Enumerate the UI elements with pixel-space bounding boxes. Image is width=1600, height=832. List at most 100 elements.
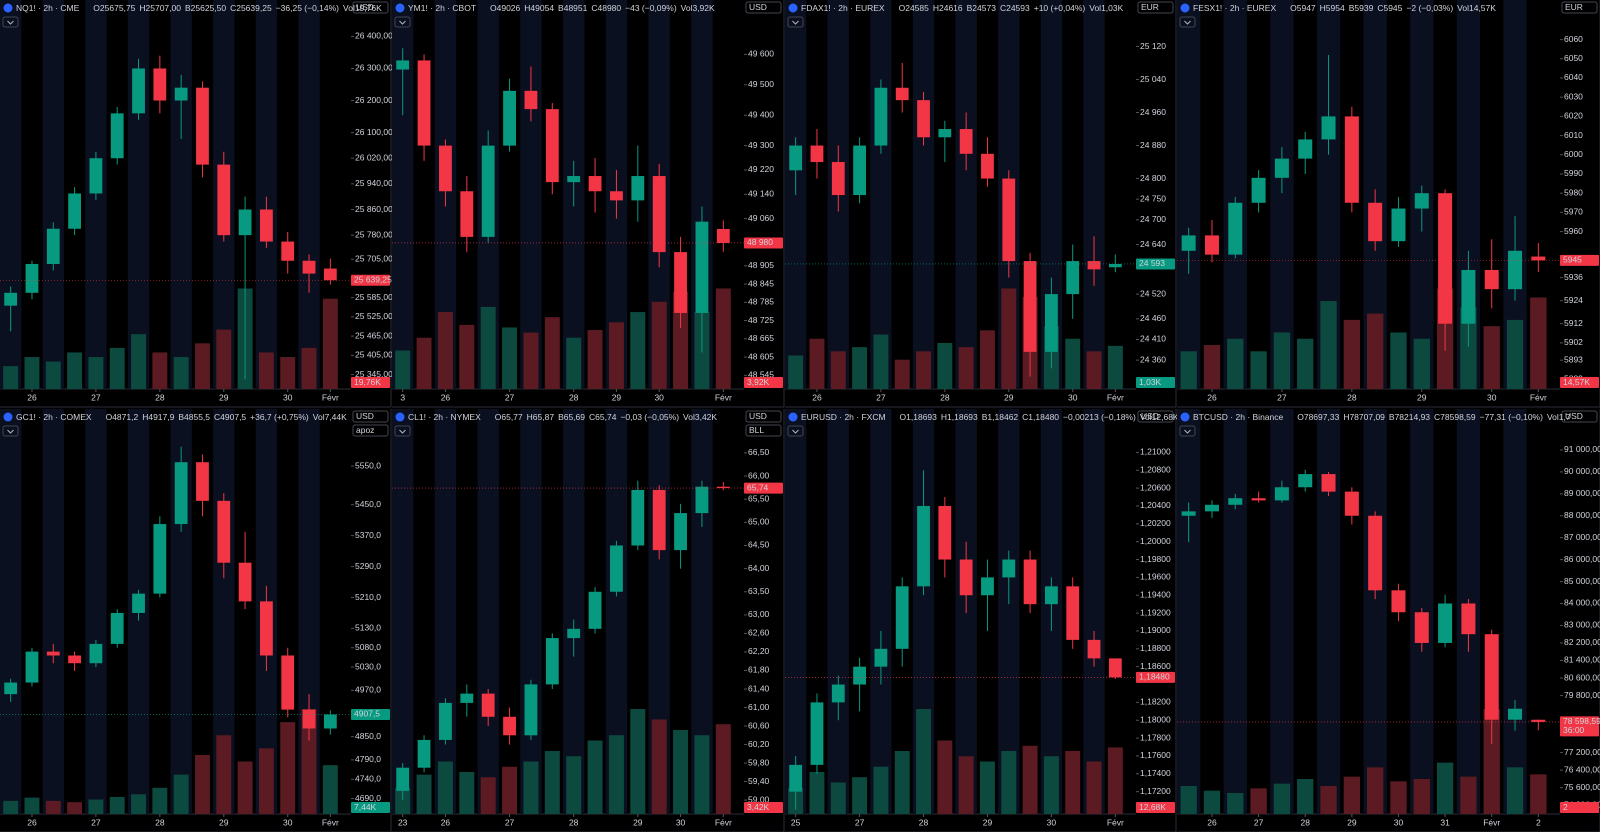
- ohlc-legend-item: B4855,5: [178, 412, 210, 422]
- volume-bar: [459, 772, 475, 814]
- volume-bar: [630, 312, 646, 389]
- y-tick-label: 82 200,00: [1564, 637, 1600, 647]
- last-price-tag: [1560, 254, 1599, 266]
- x-tick-label: 29: [1417, 392, 1427, 402]
- ohlc-legend-item: H24616: [933, 3, 963, 13]
- currency-button[interactable]: [745, 1, 782, 14]
- unit-button[interactable]: [352, 424, 389, 437]
- volume-bar: [958, 756, 974, 814]
- ohlc-legend-item: C25639,25: [230, 3, 272, 13]
- symbol-title: FESX1! · 2h · EUREX: [1193, 3, 1276, 13]
- candle-body: [545, 638, 559, 685]
- session-shade: [785, 409, 807, 814]
- collapse-button[interactable]: [394, 425, 411, 437]
- ohlc-legend-item: B24573: [967, 3, 997, 13]
- chart-panel: 66,50 66,00 65,50 65,00 64,50 64,00 63,50 63,00…: [392, 409, 785, 832]
- volume-bar: [280, 357, 296, 389]
- volume-bar: [715, 288, 731, 389]
- ohlc-legend-item: Vol3,42K: [683, 412, 717, 422]
- y-tick-label: 6060: [1564, 34, 1583, 44]
- symbol-icon: [395, 3, 405, 13]
- candle-body: [831, 162, 845, 196]
- currency-button[interactable]: [745, 410, 782, 423]
- chevron-icon: [792, 429, 799, 434]
- candle-body: [1298, 139, 1313, 159]
- y-tick-label: 1,20400: [1140, 500, 1171, 510]
- y-tick-label: 1,19600: [1140, 572, 1171, 582]
- y-tick-label: 6000: [1564, 149, 1583, 159]
- volume-bar: [301, 347, 317, 389]
- candle-body: [1087, 639, 1101, 659]
- session-shade: [1177, 409, 1201, 814]
- x-tick-label: Févr: [322, 817, 339, 827]
- collapse-button[interactable]: [2, 425, 19, 437]
- chevron-icon: [399, 20, 406, 25]
- volume-bar: [237, 761, 253, 814]
- collapse-button[interactable]: [787, 16, 804, 28]
- volume-bar: [1343, 776, 1361, 814]
- ohlc-legend-item: H5954: [1320, 3, 1345, 13]
- y-tick-label: 66,50: [748, 447, 770, 457]
- currency-label: USD: [749, 411, 767, 421]
- volume-bar: [216, 329, 232, 389]
- y-tick-label: 76 400,00: [1564, 764, 1600, 774]
- currency-button[interactable]: [1561, 1, 1598, 14]
- y-tick-label: 24 880: [1140, 140, 1166, 150]
- y-tick-label: 5080,0: [355, 642, 381, 652]
- volume-bar: [45, 800, 61, 814]
- volume-bar: [788, 355, 804, 389]
- ohlc-legend-item: B1,18462: [982, 412, 1019, 422]
- currency-button[interactable]: [1561, 410, 1598, 423]
- collapse-button[interactable]: [2, 16, 19, 28]
- volume-tag: [1136, 802, 1175, 813]
- session-shade: [1316, 409, 1341, 814]
- collapse-button[interactable]: [1179, 16, 1196, 28]
- candle-body: [567, 176, 581, 183]
- currency-button[interactable]: [1137, 410, 1174, 423]
- last-price-label: 78 598,59: [1563, 716, 1600, 726]
- currency-button[interactable]: [352, 410, 389, 423]
- volume-bar: [109, 796, 125, 814]
- currency-button[interactable]: [352, 1, 389, 14]
- y-tick-label: 48 545: [748, 370, 774, 380]
- x-tick-label: 26: [441, 817, 451, 827]
- y-tick-label: 1,17600: [1140, 750, 1171, 760]
- candle-body: [323, 714, 337, 729]
- candle-body: [1321, 474, 1336, 492]
- unit-button[interactable]: [745, 424, 782, 437]
- volume-bar: [109, 347, 125, 389]
- candle-body: [68, 655, 81, 664]
- y-tick-label: 6040: [1564, 72, 1583, 82]
- volume-bar: [195, 754, 210, 814]
- currency-button[interactable]: [1137, 1, 1174, 14]
- x-tick-label: 23: [398, 817, 408, 827]
- y-tick-label: 48 845: [748, 278, 774, 288]
- session-shade: [1177, 0, 1201, 389]
- y-tick-label: 26 200,00: [355, 95, 393, 105]
- session-shade: [1503, 0, 1527, 389]
- candle-body: [417, 60, 431, 146]
- y-tick-label: 5450,0: [355, 499, 381, 509]
- ohlc-legend-item: C1,18480: [1022, 412, 1059, 422]
- collapse-button[interactable]: [787, 425, 804, 437]
- y-tick-label: 87 000,00: [1564, 532, 1600, 542]
- y-tick-label: 5924: [1564, 295, 1583, 305]
- session-shade: [955, 0, 977, 389]
- candle-body: [588, 176, 602, 192]
- volume-label: 12,68K: [1139, 802, 1166, 812]
- ohlc-legend-item: C5945: [1377, 3, 1402, 13]
- collapse-button[interactable]: [1179, 425, 1196, 437]
- volume-bar: [131, 334, 146, 389]
- candle-body: [524, 684, 538, 736]
- candle-body: [110, 113, 124, 159]
- candle-body: [1066, 586, 1080, 640]
- currency-label: USD: [749, 2, 767, 12]
- y-tick-label: 25 860,00: [355, 204, 393, 214]
- volume-bar: [809, 338, 825, 389]
- y-tick-label: 1,17800: [1140, 732, 1171, 742]
- ohlc-legend-item: H1,18693: [941, 412, 978, 422]
- x-tick-label: 27: [1254, 817, 1264, 827]
- session-shade: [1083, 0, 1105, 389]
- collapse-button[interactable]: [394, 16, 411, 28]
